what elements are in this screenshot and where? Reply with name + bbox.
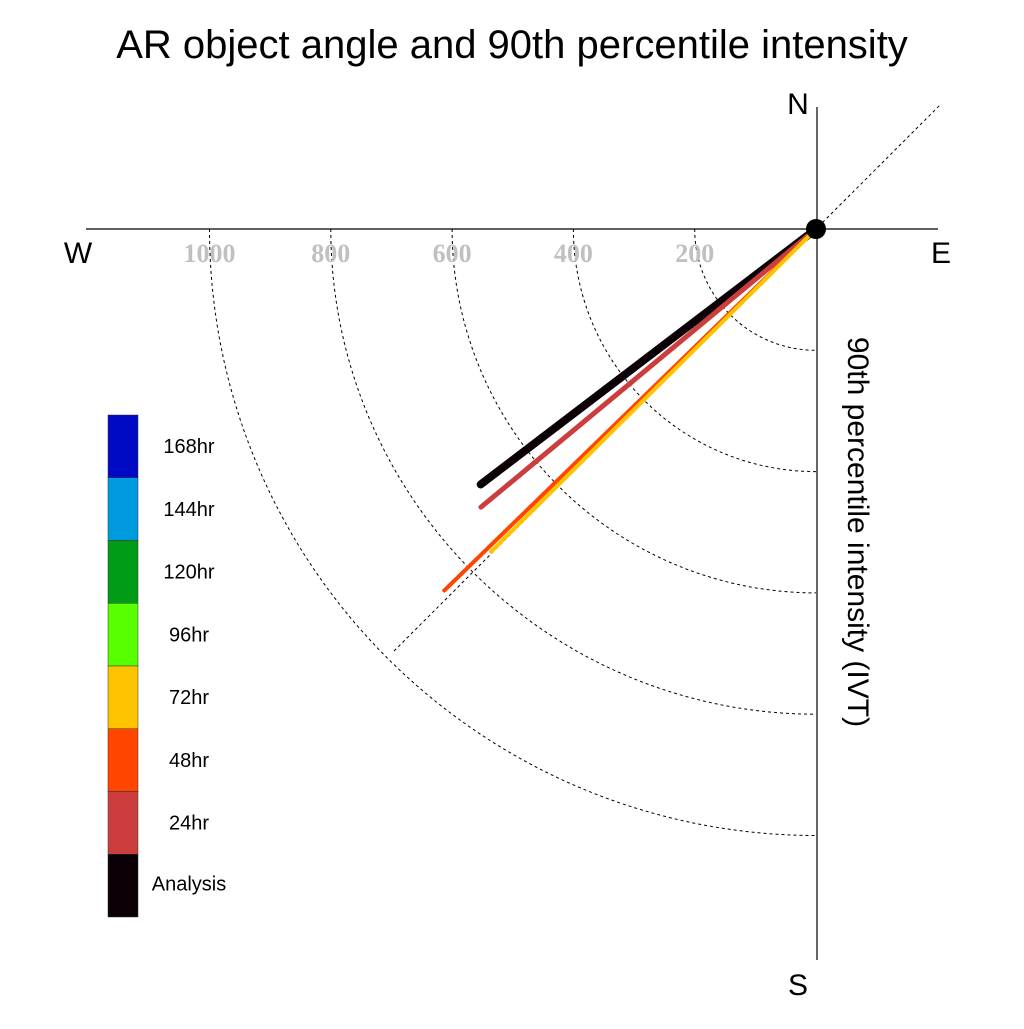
legend-label-72hr: 72hr [169,687,209,709]
vector-24hr [478,226,819,510]
radial-tick-label-400: 400 [554,239,593,268]
legend-swatch-144hr [107,477,139,541]
grid-arc-400 [572,228,817,473]
legend-label-analysis: Analysis [152,873,226,895]
legend-label-120hr: 120hr [163,562,214,584]
legend-swatch-96hr [107,603,139,667]
legend-label-144hr: 144hr [163,499,214,521]
radial-tick-label-200: 200 [675,239,714,268]
grid-arc-200 [694,228,817,351]
legend-label-96hr: 96hr [169,624,209,646]
origin-marker [806,219,826,239]
legend-swatch-48hr [107,728,139,792]
legend-label-24hr: 24hr [169,813,209,835]
y-axis-label: 90th percentile intensity (IVT) [841,337,874,727]
compass-north-label: N [787,88,809,121]
radial-tick-label-1000: 1000 [184,239,236,268]
legend: 168hr 144hr 120hr 96hr 72hr 48hr 24hr Analysis [107,414,226,918]
legend-swatch-120hr [107,540,139,604]
radial-tick-label-800: 800 [311,239,350,268]
compass-south-label: S [788,969,808,1002]
grid-arc-800 [330,228,817,715]
legend-swatch-168hr [107,414,139,478]
legend-label-168hr: 168hr [163,436,214,458]
legend-swatch-analysis [107,854,139,918]
vector-72hr [489,227,818,554]
compass-axes: N S E W [64,88,951,1002]
grid-arc-1000 [209,228,817,836]
vector-series [442,225,820,593]
legend-swatch-24hr [107,791,139,855]
compass-east-label: E [931,237,951,270]
compass-west-label: W [64,237,93,270]
legend-swatch-72hr [107,665,139,729]
legend-label-48hr: 48hr [169,750,209,772]
radial-tick-label-600: 600 [433,239,472,268]
grid-arc-600 [451,228,817,594]
vector-analysis [476,225,820,489]
radial-tick-labels: 200 400 600 800 1000 [184,239,715,268]
chart-title: AR object angle and 90th percentile inte… [116,23,908,67]
